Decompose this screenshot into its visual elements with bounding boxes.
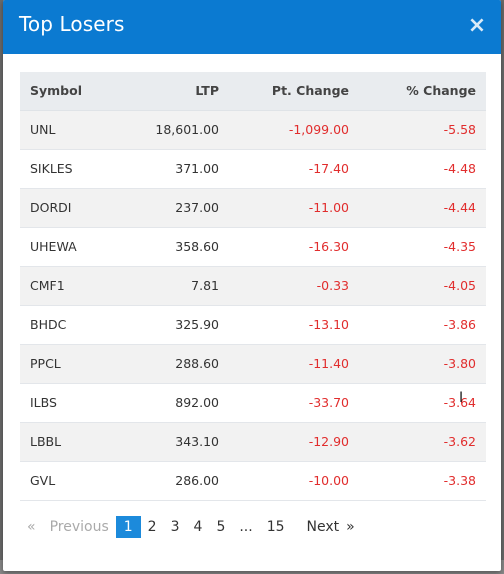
table-row[interactable]: BHDC 325.90 -13.10 -3.86 [20,305,486,344]
pct-change-cell: -4.44 [443,200,476,215]
page-button-2[interactable]: 2 [147,519,157,535]
close-icon[interactable]: × [467,13,487,38]
table-row[interactable]: UHEWA 358.60 -16.30 -4.35 [20,227,486,266]
ltp-cell: 892.00 [175,395,219,410]
ltp-cell: 18,601.00 [155,122,219,137]
ltp-cell: 237.00 [175,200,219,215]
losers-table: Symbol LTP Pt. Change % Change UNL 18,601… [20,72,486,501]
page-button-4[interactable]: 4 [193,519,203,535]
pt-change-cell: -11.00 [308,200,349,215]
pt-change-cell: -1,099.00 [288,122,349,137]
pct-change-cell: -4.05 [443,278,476,293]
ltp-cell: 343.10 [175,434,219,449]
pt-change-cell: -12.90 [308,434,349,449]
page-button-1[interactable]: 1 [115,516,141,538]
column-header-pct-change[interactable]: % Change [359,72,486,111]
pt-change-cell: -0.33 [316,278,349,293]
table-row[interactable]: PPCL 288.60 -11.40 -3.80 [20,344,486,383]
pct-change-cell: -5.58 [443,122,476,137]
pt-change-cell: -11.40 [308,356,349,371]
pct-change-cell: -4.48 [443,161,476,176]
symbol-cell: ILBS [30,395,57,410]
pct-change-cell: -3.80 [443,356,476,371]
ltp-cell: 7.81 [191,278,219,293]
top-losers-modal: Top Losers × Symbol LTP Pt. Change % Cha… [3,0,501,571]
pt-change-cell: -16.30 [308,239,349,254]
pt-change-cell: -17.40 [308,161,349,176]
modal-header: Top Losers × [3,0,501,54]
pagination-ellipsis: ... [239,519,253,535]
table-row[interactable]: GVL 286.00 -10.00 -3.38 [20,461,486,500]
page-button-15[interactable]: 15 [266,519,285,535]
pagination: « Previous 1 2 3 4 5 ... 15 Next » [20,516,362,538]
table-row[interactable]: CMF1 7.81 -0.33 -4.05 [20,266,486,305]
next-arrow[interactable]: » [346,519,355,535]
ltp-cell: 286.00 [175,473,219,488]
pt-change-cell: -10.00 [308,473,349,488]
page-button-3[interactable]: 3 [170,519,180,535]
modal-title: Top Losers [19,12,125,36]
symbol-cell: UHEWA [30,239,77,254]
symbol-cell: GVL [30,473,56,488]
column-header-ltp[interactable]: LTP [135,72,229,111]
symbol-cell: LBBL [30,434,62,449]
column-header-symbol[interactable]: Symbol [20,72,135,111]
previous-button: Previous [49,519,109,535]
table-row[interactable]: DORDI 237.00 -11.00 -4.44 [20,188,486,227]
pct-change-cell: -3.64 [443,395,476,410]
symbol-cell: UNL [30,122,56,137]
pct-change-cell: -3.86 [443,317,476,332]
pt-change-cell: -13.10 [308,317,349,332]
symbol-cell: PPCL [30,356,61,371]
pct-change-cell: -3.38 [443,473,476,488]
page-button-5[interactable]: 5 [216,519,226,535]
column-header-pt-change[interactable]: Pt. Change [229,72,359,111]
pct-change-cell: -4.35 [443,239,476,254]
symbol-cell: CMF1 [30,278,65,293]
symbol-cell: BHDC [30,317,67,332]
text-cursor-icon: I [459,390,464,406]
table-row[interactable]: ILBS 892.00 -33.70 -3.64 [20,383,486,422]
ltp-cell: 325.90 [175,317,219,332]
previous-arrow: « [27,519,36,535]
table-row[interactable]: SIKLES 371.00 -17.40 -4.48 [20,149,486,188]
symbol-cell: DORDI [30,200,72,215]
ltp-cell: 371.00 [175,161,219,176]
ltp-cell: 358.60 [175,239,219,254]
next-button[interactable]: Next [306,519,340,535]
ltp-cell: 288.60 [175,356,219,371]
table-row[interactable]: UNL 18,601.00 -1,099.00 -5.58 [20,110,486,149]
symbol-cell: SIKLES [30,161,73,176]
table-header-row: Symbol LTP Pt. Change % Change [20,72,486,111]
pt-change-cell: -33.70 [308,395,349,410]
pct-change-cell: -3.62 [443,434,476,449]
table-row[interactable]: LBBL 343.10 -12.90 -3.62 [20,422,486,461]
